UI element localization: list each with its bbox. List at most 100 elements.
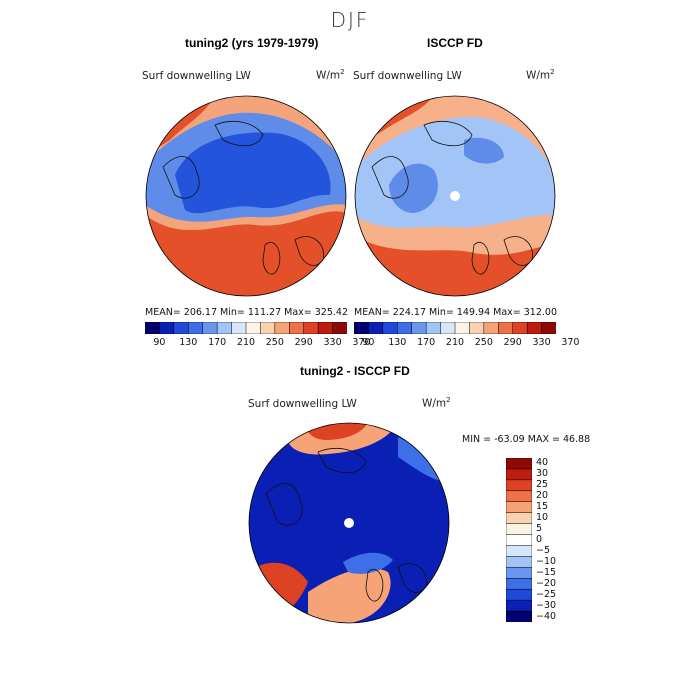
panel3-colorbar-swatch bbox=[506, 556, 532, 568]
panel1-variable-label: Surf downwelling LW bbox=[142, 70, 251, 82]
panel1-colorbar-swatch bbox=[245, 322, 261, 334]
panel1-colorbar-ticks: 90 130 170 210 250 290 330 370 bbox=[145, 337, 370, 349]
panel2-colorbar-tick: 210 bbox=[445, 337, 465, 348]
panel1-map bbox=[145, 95, 347, 297]
panel3-colorbar-swatch bbox=[506, 501, 532, 514]
panel3-colorbar-swatch bbox=[506, 534, 532, 547]
panel2-colorbar-tick: 170 bbox=[417, 337, 436, 348]
panel3-colorbar-tick: −15 bbox=[536, 566, 557, 578]
panel2-map bbox=[354, 95, 556, 297]
panel2-field-south bbox=[355, 235, 555, 296]
panel2-field-core bbox=[389, 137, 504, 213]
panel1-colorbar bbox=[145, 322, 347, 334]
panel3-colorbar-tick: 5 bbox=[536, 523, 543, 535]
panel2-colorbar-swatch bbox=[498, 322, 514, 334]
panel1-colorbar-tick: 170 bbox=[208, 337, 227, 348]
panel2-colorbar-tick: 290 bbox=[503, 337, 522, 348]
panel3-colorbar-swatch bbox=[506, 599, 532, 612]
panel2-colorbar-tick: 250 bbox=[474, 337, 493, 348]
panel2-colorbar-swatch bbox=[512, 322, 528, 334]
panel1-colorbar-tick: 330 bbox=[323, 337, 342, 348]
panel2-variable-label: Surf downwelling LW bbox=[353, 70, 462, 82]
panel2-colorbar bbox=[354, 322, 556, 334]
panel3-stats: MIN = -63.09 MAX = 46.88 bbox=[462, 434, 591, 445]
panel1-units: W/m2 bbox=[316, 68, 345, 82]
panel3-colorbar-swatch bbox=[506, 468, 532, 481]
panel3-colorbar-tick: −30 bbox=[536, 599, 557, 611]
panel3-variable-label: Surf downwelling LW bbox=[248, 398, 357, 410]
panel1-colorbar-swatch bbox=[159, 322, 175, 334]
panel1-colorbar-tick: 90 bbox=[153, 337, 166, 348]
panel3-coastlines bbox=[265, 448, 427, 602]
panel1-field-south bbox=[146, 211, 346, 296]
panel2-colorbar-swatch bbox=[454, 322, 470, 334]
panel3-field-south-mid bbox=[343, 552, 393, 574]
panel2-colorbar-swatch bbox=[483, 322, 499, 334]
panel3-colorbar-tick: −40 bbox=[536, 610, 557, 622]
panel1-colorbar-tick: 370 bbox=[352, 337, 371, 348]
panel3-colorbar bbox=[506, 458, 532, 622]
panel3-colorbar-tick: −5 bbox=[536, 544, 551, 556]
panel2-colorbar-swatch bbox=[440, 322, 456, 334]
panel1-coastlines bbox=[162, 121, 324, 275]
panel2-colorbar-swatch bbox=[541, 322, 556, 334]
panel2-stats: MEAN= 224.17 Min= 149.94 Max= 312.00 bbox=[354, 307, 558, 318]
panel3-colorbar-swatch bbox=[506, 588, 532, 601]
panel3-colorbar-tick: 0 bbox=[536, 534, 543, 545]
panel3-colorbar-swatch bbox=[506, 479, 532, 492]
panel1-colorbar-swatch bbox=[303, 322, 319, 334]
figure-title: DJF bbox=[330, 8, 370, 32]
panel1-colorbar-tick: 130 bbox=[179, 337, 198, 348]
panel2-colorbar-swatch bbox=[397, 322, 413, 334]
panel2-colorbar-tick: 370 bbox=[561, 337, 580, 348]
panel3-colorbar-tick: 25 bbox=[536, 479, 549, 491]
panel1-colorbar-tick: 290 bbox=[294, 337, 313, 348]
panel1-colorbar-swatch bbox=[332, 322, 347, 334]
panel1-colorbar-swatch bbox=[317, 322, 334, 334]
panel2-colorbar-swatch bbox=[411, 322, 427, 334]
panel3-colorbar-swatch bbox=[506, 610, 532, 622]
panel1-field-core bbox=[175, 132, 331, 214]
panel1-colorbar-swatch bbox=[260, 322, 276, 334]
panel3-colorbar-tick: 20 bbox=[536, 490, 549, 502]
panel2-units: W/m2 bbox=[526, 68, 555, 82]
panel3-colorbar-swatch bbox=[506, 545, 532, 557]
panel3-colorbar-tick: 30 bbox=[536, 468, 549, 480]
panel3-map bbox=[248, 422, 450, 624]
panel1-colorbar-swatch bbox=[188, 322, 204, 334]
panel1-title: tuning2 (yrs 1979-1979) bbox=[185, 36, 319, 50]
panel1-colorbar-tick: 250 bbox=[265, 337, 284, 348]
panel2-colorbar-swatch bbox=[368, 322, 384, 334]
panel2-title: ISCCP FD bbox=[427, 36, 483, 50]
panel2-colorbar-swatch bbox=[382, 322, 398, 334]
panel2-colorbar-swatch bbox=[425, 322, 442, 334]
panel2-colorbar-swatch bbox=[526, 322, 543, 334]
panel3-colorbar-tick: −10 bbox=[536, 555, 557, 567]
panel1-colorbar-swatch bbox=[231, 322, 247, 334]
panel2-coastlines bbox=[371, 121, 533, 275]
panel3-title: tuning2 - ISCCP FD bbox=[300, 364, 410, 378]
panel3-colorbar-swatch bbox=[506, 490, 532, 503]
panel3-colorbar-tick: 40 bbox=[536, 457, 549, 469]
panel1-colorbar-swatch bbox=[145, 322, 160, 334]
panel3-pole-hole bbox=[344, 518, 354, 528]
panel3-colorbar-swatch bbox=[506, 512, 532, 525]
panel2-colorbar-ticks: 90 130 170 210 250 290 330 370 bbox=[354, 337, 579, 349]
panel1-colorbar-swatch bbox=[216, 322, 233, 334]
panel1-colorbar-swatch bbox=[173, 322, 189, 334]
panel3-colorbar-tick: −20 bbox=[536, 577, 557, 589]
panel1-colorbar-swatch bbox=[202, 322, 218, 334]
panel3-colorbar-swatch bbox=[506, 578, 532, 590]
panel1-colorbar-swatch bbox=[289, 322, 305, 334]
panel2-colorbar-tick: 330 bbox=[532, 337, 551, 348]
panel3-colorbar-swatch bbox=[506, 458, 532, 470]
panel1-stats: MEAN= 206.17 Min= 111.27 Max= 325.42 bbox=[145, 307, 349, 318]
panel1-colorbar-tick: 210 bbox=[236, 337, 256, 348]
panel2-colorbar-tick: 90 bbox=[362, 337, 375, 348]
panel2-colorbar-swatch bbox=[354, 322, 369, 334]
panel3-colorbar-ticks: 40 30 25 20 15 10 5 0 −5 −10 −15 −20 −25 −30 −40 bbox=[536, 457, 576, 622]
panel3-units: W/m2 bbox=[422, 396, 451, 410]
panel3-colorbar-swatch bbox=[506, 523, 532, 536]
panel3-colorbar-tick: −25 bbox=[536, 588, 557, 600]
panel3-field-south-warm bbox=[308, 568, 391, 623]
